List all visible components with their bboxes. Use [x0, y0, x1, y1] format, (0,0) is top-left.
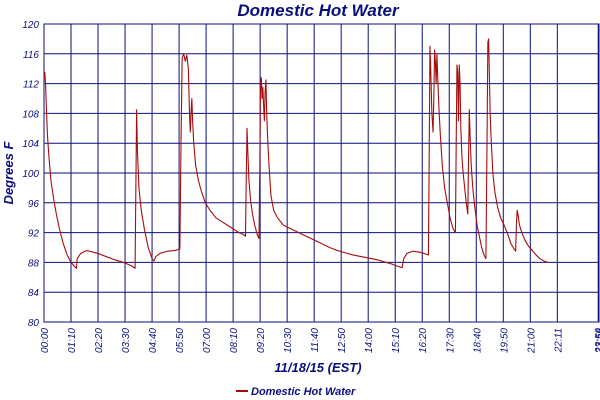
- x-tick-label: 03:30: [121, 328, 132, 353]
- x-tick-label: 21:00: [526, 328, 537, 354]
- x-tick-label: 23:58: [595, 328, 600, 354]
- x-tick-label: 04:40: [148, 328, 159, 353]
- y-tick-label: 92: [28, 229, 40, 240]
- x-tick-label: 15:10: [391, 328, 402, 353]
- y-tick-label: 80: [28, 318, 40, 329]
- x-tick-label: 17:30: [445, 328, 456, 353]
- x-tick-label: 19:50: [499, 328, 510, 353]
- y-tick-label: 104: [22, 139, 39, 150]
- y-tick-label: 120: [22, 20, 39, 31]
- x-tick-label: 18:40: [472, 328, 483, 353]
- y-tick-label: 96: [28, 199, 40, 210]
- y-tick-label: 100: [22, 169, 39, 180]
- x-tick-label: 07:00: [202, 328, 213, 353]
- chart-title: Domestic Hot Water: [237, 1, 400, 20]
- plot-border: [43, 23, 600, 323]
- y-tick-label: 84: [28, 288, 40, 299]
- y-tick-label: 116: [23, 50, 39, 61]
- series-line: [43, 38, 548, 269]
- y-tick-label: 108: [22, 109, 39, 120]
- x-tick-label: 00:00: [40, 328, 51, 353]
- x-tick-label: 16:20: [418, 328, 429, 353]
- y-tick-label: 112: [23, 80, 39, 91]
- x-tick-label: 22:11: [553, 328, 564, 353]
- x-tick-label: 02:20: [94, 328, 105, 353]
- x-tick-label: 23:56: [594, 328, 600, 354]
- y-tick-label: 88: [28, 258, 40, 269]
- x-tick-label: 08:10: [229, 328, 240, 353]
- x-tick-label: 11:40: [310, 328, 321, 353]
- x-tick-label: 14:00: [364, 328, 375, 353]
- x-axis-label: 11/18/15 (EST): [274, 360, 361, 375]
- x-tick-label: 10:30: [283, 328, 294, 353]
- x-tick-label: 01:10: [67, 328, 78, 353]
- x-tick-label: 12:50: [337, 328, 348, 353]
- legend-label: Domestic Hot Water: [251, 386, 356, 398]
- y-axis-label: Degrees F: [1, 141, 16, 205]
- x-tick-label: 09:20: [256, 328, 267, 353]
- x-tick-label: 05:50: [175, 328, 186, 353]
